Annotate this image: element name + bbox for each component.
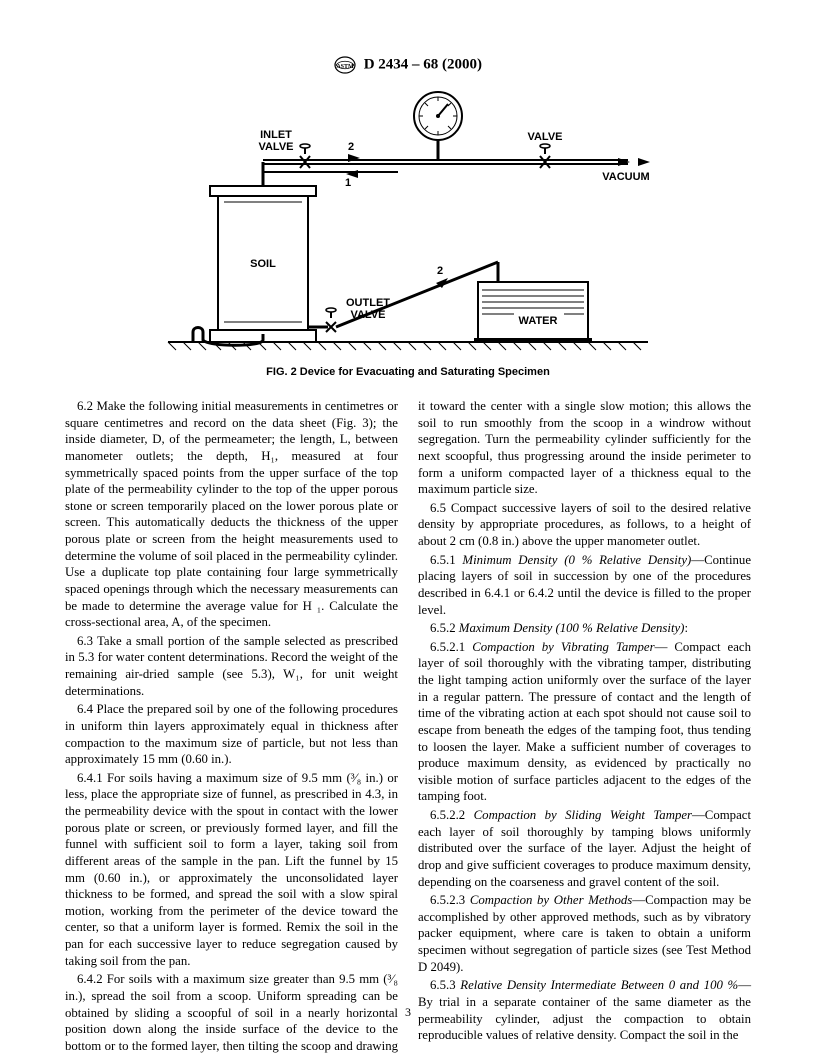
- para-6-5-1: 6.5.1 Minimum Density (0 % Relative Dens…: [418, 552, 751, 619]
- page-header: ASTM D 2434 – 68 (2000): [0, 0, 816, 74]
- para-6-5-2-2: 6.5.2.2 Compaction by Sliding Weight Tam…: [418, 807, 751, 890]
- para-6-2: 6.2 Make the following initial measureme…: [65, 398, 398, 631]
- figure-2: SOIL OUTLET VALVE 2 WATER: [0, 82, 816, 378]
- para-6-5-2: 6.5.2 Maximum Density (100 % Relative De…: [418, 620, 751, 637]
- figure-caption: FIG. 2 Device for Evacuating and Saturat…: [0, 366, 816, 378]
- label-2a: 2: [348, 141, 354, 153]
- vacuum-label: VACUUM: [602, 171, 649, 183]
- designation: D 2434 – 68 (2000): [364, 56, 482, 72]
- para-6-5: 6.5 Compact successive layers of soil to…: [418, 500, 751, 550]
- astm-logo-icon: ASTM: [334, 56, 356, 74]
- svg-text:ASTM: ASTM: [336, 64, 354, 70]
- label-2b: 2: [437, 265, 443, 277]
- para-6-5-2-1: 6.5.2.1 Compaction by Vibrating Tamper— …: [418, 639, 751, 805]
- label-1: 1: [345, 177, 351, 189]
- valve-label: VALVE: [527, 131, 562, 143]
- inlet-label1: INLET: [260, 129, 292, 141]
- body-text: 6.2 Make the following initial measureme…: [65, 398, 751, 1054]
- page-number: 3: [0, 1005, 816, 1020]
- device-diagram: SOIL OUTLET VALVE 2 WATER: [148, 82, 668, 362]
- soil-label: SOIL: [250, 258, 276, 270]
- para-6-3: 6.3 Take a small portion of the sample s…: [65, 633, 398, 700]
- svg-text:VALVE: VALVE: [258, 141, 293, 153]
- para-6-5-2-3: 6.5.2.3 Compaction by Other Methods—Comp…: [418, 892, 751, 975]
- para-6-4: 6.4 Place the prepared soil by one of th…: [65, 701, 398, 768]
- water-label: WATER: [519, 315, 558, 327]
- para-6-4-1: 6.4.1 For soils having a maximum size of…: [65, 770, 398, 970]
